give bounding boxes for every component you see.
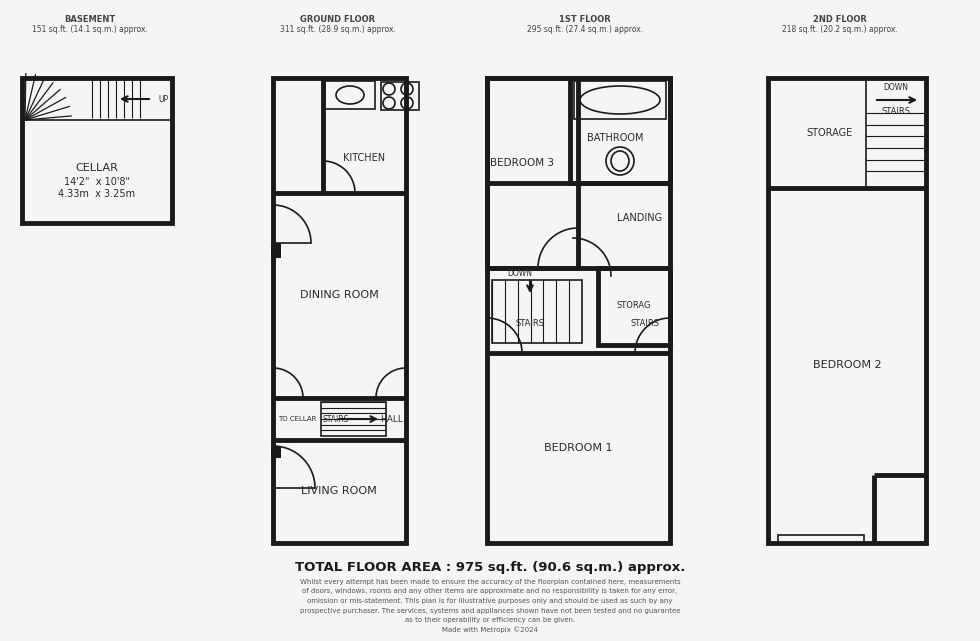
Bar [778, 535, 864, 543]
Text: GROUND FLOOR: GROUND FLOOR [301, 15, 375, 24]
Text: CELLAR: CELLAR [75, 163, 119, 173]
Text: STAIRS: STAIRS [515, 319, 545, 328]
Text: BEDROOM 2: BEDROOM 2 [812, 360, 881, 370]
Bar [487, 78, 670, 543]
Text: TOTAL FLOOR AREA : 975 sq.ft. (90.6 sq.m.) approx.: TOTAL FLOOR AREA : 975 sq.ft. (90.6 sq.m… [295, 562, 685, 574]
Bar [273, 78, 406, 543]
Bar [271, 243, 281, 258]
Bar [866, 78, 926, 188]
Text: STORAG: STORAG [616, 301, 652, 310]
Text: as to their operability or efficiency can be given.: as to their operability or efficiency ca… [405, 617, 575, 623]
Text: 2ND FLOOR: 2ND FLOOR [813, 15, 867, 24]
Text: Whilst every attempt has been made to ensure the accuracy of the floorplan conta: Whilst every attempt has been made to en… [300, 579, 680, 585]
Text: prospective purchaser. The services, systems and appliances shown have not been : prospective purchaser. The services, sys… [300, 608, 680, 613]
Text: omission or mis-statement. This plan is for illustrative purposes only and shoul: omission or mis-statement. This plan is … [308, 598, 672, 604]
Bar [492, 280, 582, 343]
Text: STAIRS: STAIRS [881, 106, 910, 115]
Bar [574, 81, 666, 119]
Text: of doors, windows, rooms and any other items are approximate and no responsibili: of doors, windows, rooms and any other i… [303, 588, 677, 594]
Text: HALL: HALL [380, 415, 404, 424]
Text: DOWN: DOWN [508, 269, 532, 278]
Bar [321, 402, 386, 436]
Text: LIVING ROOM: LIVING ROOM [301, 486, 377, 496]
Text: BATHROOM: BATHROOM [587, 133, 643, 143]
Text: BEDROOM 1: BEDROOM 1 [544, 443, 612, 453]
Text: Made with Metropix ©2024: Made with Metropix ©2024 [442, 626, 538, 633]
Text: TO CELLAR: TO CELLAR [277, 416, 317, 422]
Text: 151 sq.ft. (14.1 sq.m.) approx.: 151 sq.ft. (14.1 sq.m.) approx. [32, 26, 148, 35]
Bar [325, 81, 375, 109]
Text: BEDROOM 3: BEDROOM 3 [490, 158, 554, 168]
Text: 1ST FLOOR: 1ST FLOOR [560, 15, 611, 24]
Text: STORAGE: STORAGE [806, 128, 853, 138]
Text: KITCHEN: KITCHEN [343, 153, 385, 163]
Bar [570, 78, 670, 183]
Text: 295 sq.ft. (27.4 sq.m.) approx.: 295 sq.ft. (27.4 sq.m.) approx. [527, 26, 643, 35]
Text: 14'2"  x 10'8": 14'2" x 10'8" [64, 177, 130, 187]
Bar [487, 78, 578, 268]
Text: DOWN: DOWN [884, 83, 908, 92]
Text: 311 sq.ft. (28.9 sq.m.) approx.: 311 sq.ft. (28.9 sq.m.) approx. [280, 26, 396, 35]
Bar [271, 446, 281, 458]
Bar [381, 82, 419, 110]
Text: BASEMENT: BASEMENT [65, 15, 116, 24]
Text: UP: UP [158, 94, 169, 103]
Text: STAIRS: STAIRS [322, 415, 349, 424]
Bar [768, 78, 926, 543]
Bar [598, 268, 670, 345]
Text: 218 sq.ft. (20.2 sq.m.) approx.: 218 sq.ft. (20.2 sq.m.) approx. [782, 26, 898, 35]
Text: STAIRS: STAIRS [630, 319, 660, 328]
Text: DINING ROOM: DINING ROOM [300, 290, 378, 300]
Text: LANDING: LANDING [617, 213, 662, 223]
Bar [22, 78, 172, 223]
Text: 4.33m  x 3.25m: 4.33m x 3.25m [59, 189, 135, 199]
